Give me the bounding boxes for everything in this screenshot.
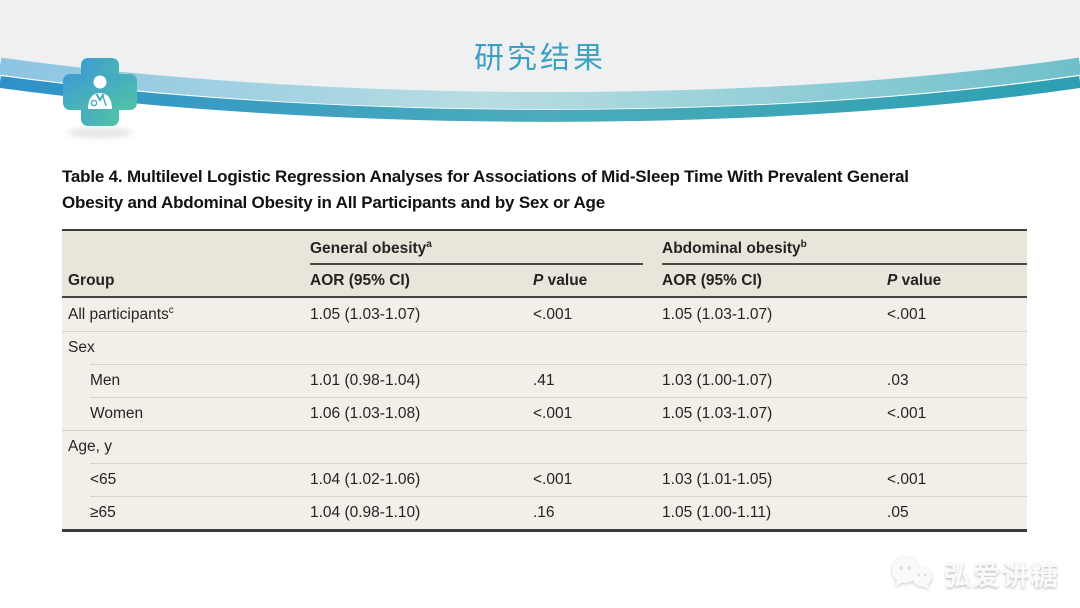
row-label: All participantsc	[62, 298, 310, 331]
column-header-row: Group AOR (95% CI) P value AOR (95% CI) …	[62, 265, 1028, 298]
p-value-cell: <.001	[533, 298, 663, 331]
results-table: General obesitya Abdominal obesityb Grou…	[62, 229, 1028, 532]
row-label: ≥65	[62, 496, 310, 529]
row-label: <65	[62, 463, 310, 496]
p-value-cell: .03	[887, 364, 1028, 397]
spanner-abdominal-obesity: Abdominal obesityb	[662, 231, 1028, 265]
watermark-text: 弘爱讲糖	[944, 561, 1060, 591]
aor-cell: 1.04 (1.02-1.06)	[310, 463, 533, 496]
cross-shadow	[68, 127, 132, 138]
doctor-icon	[88, 75, 112, 109]
p-italic: P	[533, 271, 544, 289]
table-title-line2: Obesity and Abdominal Obesity in All Par…	[62, 193, 605, 213]
p-value-cell: .16	[533, 496, 663, 529]
column-header-aor-2: AOR (95% CI)	[662, 265, 888, 298]
aor-cell: 1.05 (1.03-1.07)	[310, 298, 533, 331]
spanner-footnote-sup: a	[426, 238, 432, 250]
spanner-label: General obesity	[310, 240, 427, 257]
aor-cell: 1.01 (0.98-1.04)	[310, 364, 533, 397]
aor-cell: 1.05 (1.00-1.11)	[662, 496, 888, 529]
p-value-cell: .05	[887, 496, 1028, 529]
table-section-row-age: Age, y	[62, 430, 1028, 463]
p-value-cell: <.001	[887, 397, 1028, 430]
medical-cross-icon	[61, 56, 139, 128]
aor-cell: 1.05 (1.03-1.07)	[662, 298, 888, 331]
p-value-cell: .41	[533, 364, 663, 397]
column-header-pvalue-1: P value	[533, 265, 663, 298]
row-label: Women	[62, 397, 310, 430]
aor-cell: 1.04 (0.98-1.10)	[310, 496, 533, 529]
watermark: 弘爱讲糖	[889, 554, 1060, 593]
aor-cell: 1.03 (1.01-1.05)	[662, 463, 888, 496]
wave-ribbon	[0, 0, 1080, 122]
table-section-row-sex: Sex	[62, 331, 1028, 364]
section-label: Sex	[62, 331, 1028, 364]
column-header-aor-1: AOR (95% CI)	[310, 265, 533, 298]
p-value-cell: <.001	[533, 397, 663, 430]
slide-title: 研究结果	[0, 33, 1080, 77]
aor-cell: 1.03 (1.00-1.07)	[662, 364, 888, 397]
table-row-under-65: <65 1.04 (1.02-1.06) <.001 1.03 (1.01-1.…	[62, 463, 1028, 496]
aor-cell: 1.05 (1.03-1.07)	[662, 397, 888, 430]
table-row-all-participants: All participantsc 1.05 (1.03-1.07) <.001…	[62, 298, 1028, 331]
spanner-footnote-sup: b	[800, 238, 807, 250]
p-value-cell: <.001	[887, 298, 1028, 331]
p-value-cell: <.001	[533, 463, 663, 496]
table-row-women: Women 1.06 (1.03-1.08) <.001 1.05 (1.03-…	[62, 397, 1028, 430]
column-header-pvalue-2: P value	[887, 265, 1028, 298]
p-value-cell: <.001	[887, 463, 1028, 496]
header-wave	[0, 0, 1080, 170]
p-italic: P	[887, 271, 898, 289]
table-row-65-and-over: ≥65 1.04 (0.98-1.10) .16 1.05 (1.00-1.11…	[62, 496, 1028, 529]
spanner-label: Abdominal obesity	[662, 240, 801, 257]
table-title: Table 4. Multilevel Logistic Regression …	[62, 164, 1012, 217]
spanner-general-obesity: General obesitya	[310, 231, 663, 265]
aor-cell: 1.06 (1.03-1.08)	[310, 397, 533, 430]
table-row-men: Men 1.01 (0.98-1.04) .41 1.03 (1.00-1.07…	[62, 364, 1028, 397]
section-label: Age, y	[62, 430, 1028, 463]
results-table-wrap: General obesitya Abdominal obesityb Grou…	[62, 229, 1028, 532]
p-rest: value	[897, 271, 942, 289]
wechat-bubbles-icon	[892, 556, 932, 590]
column-header-group: Group	[62, 265, 310, 298]
table-title-line1: Table 4. Multilevel Logistic Regression …	[62, 167, 909, 186]
p-rest: value	[543, 271, 588, 289]
row-footnote-sup: c	[168, 304, 174, 316]
spanner-header-row: General obesitya Abdominal obesityb	[62, 231, 1028, 265]
spanner-empty-cell	[62, 231, 310, 265]
row-label: Men	[62, 364, 310, 397]
